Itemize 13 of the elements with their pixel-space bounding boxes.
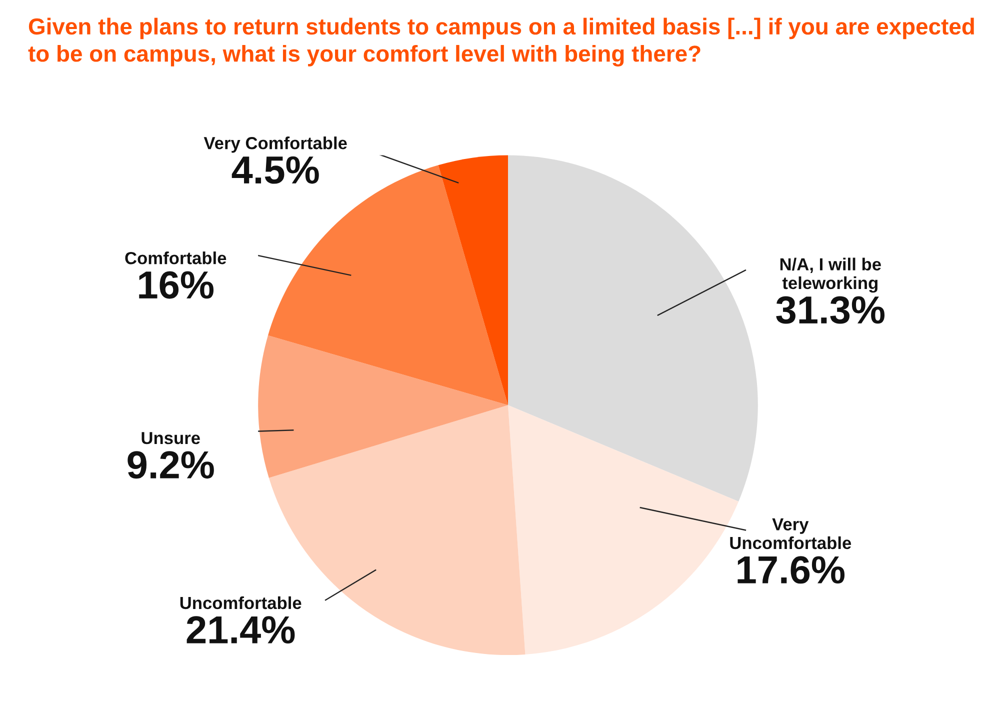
slice-label: N/A, I will be teleworking: [780, 258, 881, 293]
data-label: 17.6%: [738, 556, 845, 584]
slice-label: Very Uncomfortable: [730, 518, 852, 550]
data-label: 16%: [139, 271, 214, 299]
data-label: 4.5%: [232, 156, 319, 184]
data-label: 21.4%: [186, 616, 295, 644]
slice-label: Very Comfortable: [204, 136, 347, 153]
slice-label: Comfortable: [125, 251, 226, 264]
chart-title: Given the plans to return students to campus on a limited basis [...] if you are expected to be on campus, what is your comfort level with being there?: [28, 18, 974, 66]
slice-label: Uncomfortable: [180, 596, 302, 610]
data-label: 31.3%: [776, 296, 884, 324]
slice-label: Unsure: [142, 432, 200, 444]
data-label: 9.2%: [128, 451, 214, 479]
